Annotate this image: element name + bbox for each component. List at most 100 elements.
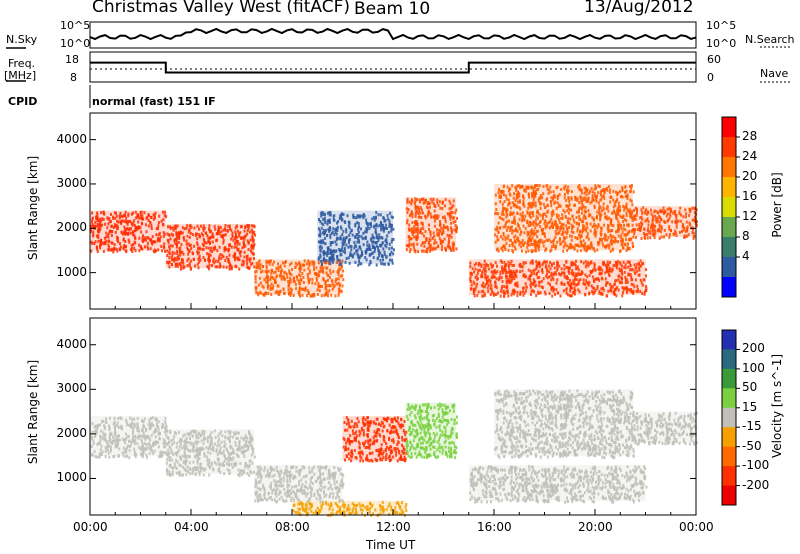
power-band-5-cell — [538, 265, 541, 269]
power-band-0-cell — [106, 226, 109, 230]
power-band-4-cell — [417, 212, 420, 215]
power-band-0-cell — [150, 224, 153, 228]
power-band-5-cell — [588, 292, 591, 296]
power-band-4-cell — [444, 226, 447, 230]
power-band-1-cell — [223, 233, 226, 237]
power-band-2-cell — [298, 261, 300, 265]
power-band-1-cell — [176, 264, 179, 268]
power-band-1-cell — [235, 232, 237, 236]
power-band-2-cell — [292, 276, 295, 280]
power-band-1-cell — [220, 257, 223, 260]
power-band-3-cell — [372, 236, 375, 240]
power-band-3-cell — [390, 240, 393, 244]
power-band-5-cell — [598, 272, 601, 276]
power-band-4-cell — [419, 200, 422, 204]
power-band-5-cell — [469, 280, 472, 283]
power-band-0-cell — [96, 211, 99, 215]
power-band-5-cell — [509, 275, 512, 279]
power-band-0-cell — [152, 213, 155, 217]
power-band-5-cell — [490, 290, 493, 294]
power-band-1-cell — [247, 226, 250, 230]
power-band-5-cell — [622, 291, 624, 295]
power-band-6-cell — [534, 232, 537, 236]
power-band-3-cell — [332, 260, 334, 264]
power-band-2-cell — [290, 273, 293, 277]
power-band-0-cell — [131, 250, 134, 254]
power-band-0-cell — [97, 219, 100, 222]
power-band-2-cell — [259, 276, 261, 280]
power-band-3-cell — [355, 249, 358, 253]
power-band-2-cell — [295, 275, 298, 279]
power-band-1-cell — [225, 265, 228, 269]
power-band-5-cell — [631, 268, 634, 272]
power-band-3-cell — [356, 248, 359, 252]
power-band-5-cell — [510, 273, 513, 276]
power-band-2-cell — [309, 294, 312, 298]
power-band-5-cell — [505, 281, 508, 284]
power-band-0-cell — [162, 210, 164, 214]
power-band-5-cell — [590, 270, 592, 273]
power-band-5-cell — [508, 265, 510, 269]
power-band-3-cell — [362, 231, 365, 235]
power-band-4-cell — [407, 235, 410, 239]
power-band-4-cell — [433, 209, 436, 213]
power-band-2-cell — [321, 285, 323, 288]
power-band-3-cell — [390, 227, 393, 231]
power-band-0-cell — [131, 223, 134, 227]
power-band-0-cell — [115, 223, 118, 227]
power-band-5-cell — [505, 279, 508, 283]
power-band-1-cell — [236, 256, 239, 260]
power-band-5-cell — [480, 290, 483, 294]
power-band-3-cell — [352, 213, 355, 217]
power-band-2-cell — [262, 285, 265, 289]
power-band-5-cell — [478, 262, 480, 265]
power-band-2-cell — [317, 261, 320, 265]
power-band-3-cell — [367, 222, 370, 226]
power-band-4-cell — [411, 215, 414, 219]
power-band-1-cell — [178, 247, 181, 251]
power-band-3-cell — [368, 247, 371, 251]
power-band-5-cell — [522, 286, 525, 290]
power-band-0-cell — [125, 216, 128, 220]
power-band-1-cell — [209, 230, 211, 234]
power-band-0-cell — [116, 236, 119, 240]
power-band-1-cell — [209, 253, 212, 257]
power-band-5-cell — [529, 261, 532, 265]
power-band-5-cell — [563, 282, 566, 286]
power-band-0-cell — [144, 223, 147, 227]
power-band-2-cell — [271, 287, 274, 291]
power-band-3-cell — [391, 258, 394, 262]
power-band-2-cell — [298, 292, 301, 296]
power-band-1-cell — [216, 265, 219, 269]
power-band-0-cell — [162, 218, 165, 222]
power-band-4-cell — [427, 201, 429, 205]
power-band-4-cell — [436, 233, 439, 237]
power-band-3-cell — [356, 236, 359, 240]
power-band-2-cell — [273, 260, 275, 264]
power-band-3-cell — [317, 240, 320, 244]
power-band-1-cell — [224, 233, 227, 237]
power-band-1-cell — [167, 225, 169, 229]
power-band-4-cell — [416, 205, 419, 209]
power-band-2-cell — [286, 275, 289, 279]
power-band-2-cell — [330, 293, 333, 297]
freq-series-line — [90, 61, 696, 74]
power-band-3-cell — [320, 259, 323, 263]
power-band-5-cell — [489, 293, 492, 297]
power-band-3-cell — [358, 225, 360, 229]
power-band-3-cell — [378, 224, 381, 228]
power-band-5-cell — [639, 290, 642, 294]
power-band-4-cell — [432, 246, 435, 250]
power-band-4-cell — [409, 237, 412, 240]
power-band-3-cell — [370, 237, 373, 240]
velocity-band-2-cell — [342, 482, 345, 486]
power-band-1-cell — [233, 253, 236, 257]
power-band-2-cell — [288, 291, 291, 294]
power-band-6-cell — [581, 230, 584, 234]
power-band-6-cell — [568, 199, 571, 203]
power-band-0-cell — [137, 220, 140, 224]
power-band-4-cell — [450, 215, 453, 219]
power-band-4-cell — [422, 197, 425, 201]
power-band-3-cell — [348, 261, 351, 265]
power-band-2-cell — [318, 270, 321, 273]
